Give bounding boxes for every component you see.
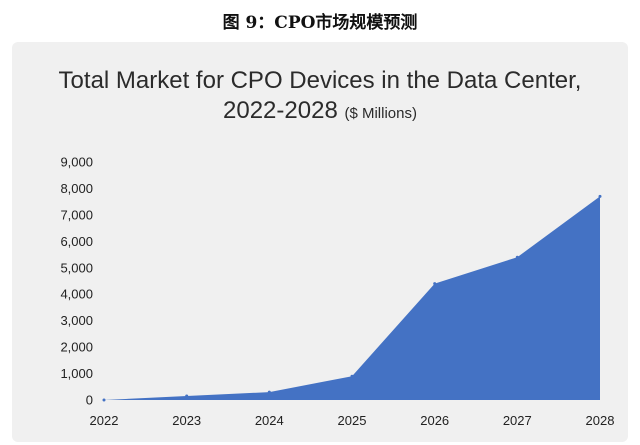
- data-point-2022: [102, 398, 106, 402]
- x-tick-label: 2028: [586, 413, 615, 428]
- chart-title-text-2: 2022-2028: [223, 97, 338, 124]
- x-tick-label: 2026: [420, 413, 449, 428]
- x-tick-label: 2023: [172, 413, 201, 428]
- chart-title-line2: 2022-2028 ($ Millions): [0, 96, 640, 129]
- x-tick-label: 2024: [255, 413, 284, 428]
- data-point-2027: [515, 255, 519, 259]
- y-tick-label: 8,000: [60, 181, 93, 196]
- data-point-2028: [598, 194, 602, 198]
- chart-title-text-1: Total Market for CPO Devices in the Data…: [58, 67, 582, 94]
- data-point-2024: [267, 390, 271, 394]
- x-tick-label: 2025: [338, 413, 367, 428]
- y-tick-label: 7,000: [60, 207, 93, 222]
- y-tick-label: 9,000: [60, 155, 93, 170]
- chart-title-unit: ($ Millions): [344, 105, 417, 122]
- y-tick-label: 1,000: [60, 366, 93, 381]
- y-tick-label: 4,000: [60, 287, 93, 302]
- chart-title-line1: Total Market for CPO Devices in the Data…: [0, 66, 640, 96]
- data-point-2023: [185, 394, 189, 398]
- y-tick-label: 2,000: [60, 340, 93, 355]
- y-tick-label: 3,000: [60, 313, 93, 328]
- data-point-2025: [350, 374, 354, 378]
- data-point-2026: [433, 282, 437, 286]
- y-tick-label: 0: [86, 393, 93, 408]
- figure-caption: 图 9：CPO市场规模预测: [222, 13, 418, 33]
- y-tick-label: 5,000: [60, 260, 93, 275]
- y-tick-label: 6,000: [60, 234, 93, 249]
- area-series: [104, 196, 600, 400]
- x-tick-label: 2027: [503, 413, 532, 428]
- x-tick-label: 2022: [90, 413, 119, 428]
